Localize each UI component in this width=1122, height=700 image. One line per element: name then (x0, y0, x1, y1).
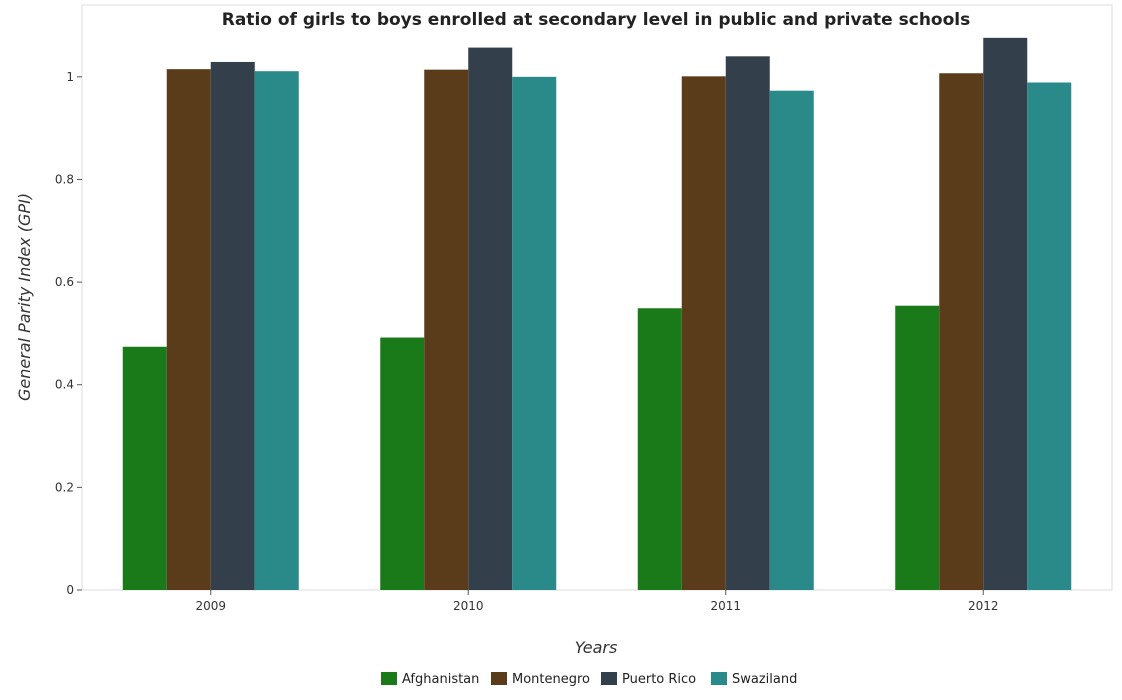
y-axis-label: General Parity Index (GPI) (15, 193, 34, 401)
y-tick-label: 0.8 (55, 172, 74, 186)
bar (424, 69, 469, 590)
y-tick-label: 0.2 (55, 480, 74, 494)
legend-swatch (601, 672, 617, 685)
bar (210, 61, 255, 591)
legend: Afghanistan Montenegro Puerto Rico Swazilan… (381, 672, 797, 687)
x-tick-label: 2010 (453, 599, 484, 613)
legend-label: Montenegro (512, 672, 590, 687)
plot-area: 0 0.2 0.4 0.6 0.8 1 2009 2010 2011 2012 (55, 4, 1113, 613)
bar (725, 56, 770, 590)
y-tick-label: 0 (66, 583, 74, 597)
bar (681, 76, 726, 590)
legend-swatch (381, 672, 397, 685)
y-tick-label: 0.6 (55, 275, 74, 289)
bar (166, 69, 211, 591)
legend-label: Afghanistan (402, 672, 479, 687)
legend-swatch (491, 672, 507, 685)
bar (468, 47, 513, 591)
bar (983, 37, 1028, 591)
bar (122, 346, 167, 590)
legend-label: Swaziland (732, 672, 797, 687)
legend-label: Puerto Rico (622, 672, 696, 687)
bar (512, 76, 557, 590)
bar (637, 308, 682, 590)
bar (769, 90, 814, 591)
y-axis-ticks: 0 0.2 0.4 0.6 0.8 1 (55, 70, 82, 597)
bar (380, 337, 425, 590)
bar (1027, 82, 1072, 590)
y-tick-label: 1 (66, 70, 74, 84)
bars (122, 37, 1072, 591)
x-tick-label: 2011 (710, 599, 741, 613)
x-axis-label: Years (575, 638, 618, 657)
bar (254, 71, 299, 590)
chart-title: Ratio of girls to boys enrolled at secon… (222, 10, 970, 30)
bar (939, 73, 984, 590)
y-tick-label: 0.4 (55, 378, 74, 392)
x-axis-ticks: 2009 2010 2011 2012 (195, 590, 999, 613)
x-tick-label: 2012 (968, 599, 999, 613)
x-tick-label: 2009 (195, 599, 226, 613)
bar (895, 305, 940, 590)
plot-frame (81, 4, 1113, 591)
legend-swatch (711, 672, 727, 685)
